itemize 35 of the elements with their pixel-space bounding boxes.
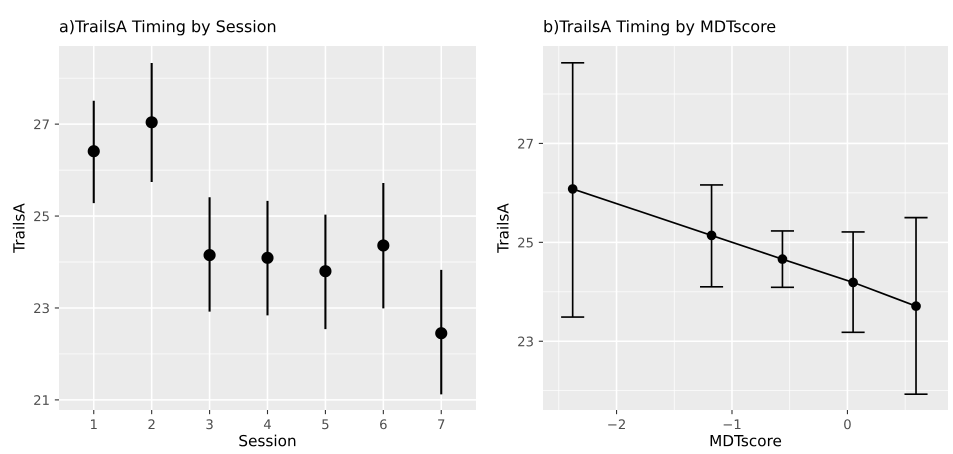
- point: [568, 184, 578, 194]
- point: [778, 254, 788, 264]
- point: [435, 327, 448, 340]
- x-tick-label: −1: [724, 419, 740, 430]
- x-tick-label: 0: [844, 419, 851, 430]
- chart-title: b)TrailsA Timing by MDTscore: [544, 20, 776, 36]
- x-tick-label: 2: [148, 419, 155, 430]
- y-tick-label: 21: [34, 395, 49, 405]
- y-tick-label: 25: [518, 238, 533, 248]
- y-tick-label: 27: [518, 138, 533, 148]
- point: [848, 278, 858, 288]
- x-tick-label: −2: [608, 419, 625, 430]
- x-axis-title: Session: [239, 434, 296, 446]
- y-axis-title: TrailsA: [496, 203, 509, 253]
- x-tick-label: 7: [438, 419, 444, 430]
- y-axis-title: TrailsA: [12, 203, 25, 253]
- x-tick-label: 3: [206, 419, 213, 430]
- x-tick-label: 6: [380, 419, 387, 430]
- point: [146, 116, 158, 128]
- point: [88, 145, 100, 158]
- point: [911, 301, 921, 312]
- y-tick-label: 27: [34, 119, 49, 130]
- x-tick-label: 1: [91, 419, 97, 430]
- x-tick-label: 4: [264, 419, 271, 430]
- y-tick-label: 25: [34, 211, 49, 222]
- point: [261, 252, 274, 264]
- chart-title: a)TrailsA Timing by Session: [60, 20, 276, 36]
- point: [319, 265, 332, 278]
- y-tick-label: 23: [518, 336, 533, 346]
- x-axis-title: MDTscore: [710, 435, 782, 446]
- point: [377, 239, 390, 252]
- x-tick-label: 5: [322, 419, 328, 430]
- y-tick-label: 23: [34, 303, 49, 314]
- point: [706, 230, 716, 240]
- point: [204, 249, 216, 262]
